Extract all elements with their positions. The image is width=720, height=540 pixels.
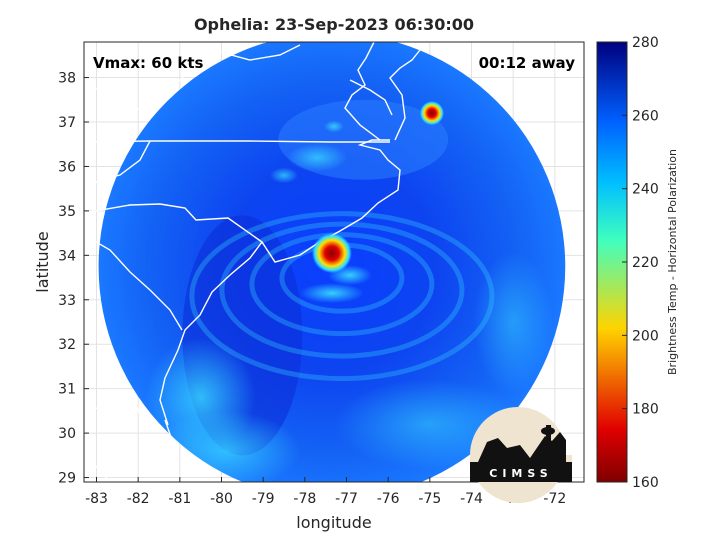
coastlines bbox=[84, 42, 426, 482]
x-tick-label: -75 bbox=[418, 491, 441, 507]
hot-spots bbox=[311, 101, 444, 274]
y-tick-label: 36 bbox=[58, 159, 76, 175]
colorbar-ticks: 160 180 200 220 240 260 280 bbox=[622, 35, 659, 491]
colorbar-tick-label: 160 bbox=[632, 475, 659, 491]
x-tick-label: -74 bbox=[460, 491, 483, 507]
swath-detail bbox=[145, 99, 554, 482]
logo-text: CIMSS bbox=[489, 467, 552, 480]
x-axis-label: longitude bbox=[296, 513, 371, 532]
x-tick-label: -72 bbox=[543, 491, 566, 507]
x-tick-label: -78 bbox=[293, 491, 316, 507]
x-tick-label: -83 bbox=[85, 491, 108, 507]
time-away-annotation: 00:12 away bbox=[479, 54, 576, 72]
y-tick-label: 30 bbox=[58, 426, 76, 442]
y-tick-label: 38 bbox=[58, 71, 76, 87]
colorbar-label: Brightness Temp - Horizontal Polarizatio… bbox=[666, 149, 679, 375]
y-tick-label: 32 bbox=[58, 337, 76, 353]
colorbar-tick-label: 200 bbox=[632, 328, 659, 344]
x-tick-label: -77 bbox=[335, 491, 358, 507]
hot-spot bbox=[419, 101, 444, 126]
colorbar-tick-label: 280 bbox=[632, 35, 659, 51]
chart-title: Ophelia: 23-Sep-2023 06:30:00 bbox=[194, 15, 474, 34]
colorbar-tick-label: 240 bbox=[632, 182, 659, 198]
colorbar-tick-label: 220 bbox=[632, 255, 659, 271]
hot-spot bbox=[311, 233, 352, 274]
x-tick-label: -80 bbox=[210, 491, 233, 507]
y-tick-label: 33 bbox=[58, 293, 76, 309]
cimss-logo: CIMSS bbox=[470, 407, 572, 503]
y-tick-label: 31 bbox=[58, 382, 76, 398]
colorbar-tick-label: 180 bbox=[632, 402, 659, 418]
y-axis-label: latitude bbox=[33, 231, 52, 292]
y-axis-ticks: 29 30 31 32 33 34 35 36 37 38 bbox=[58, 71, 89, 487]
x-tick-label: -79 bbox=[252, 491, 275, 507]
colorbar-tick-label: 260 bbox=[632, 108, 659, 124]
axes-box bbox=[83, 41, 585, 483]
y-tick-label: 35 bbox=[58, 204, 76, 220]
vmax-annotation: Vmax: 60 kts bbox=[93, 54, 203, 72]
y-tick-label: 34 bbox=[58, 248, 76, 264]
x-tick-label: -76 bbox=[377, 491, 400, 507]
x-tick-label: -82 bbox=[127, 491, 150, 507]
y-tick-label: 37 bbox=[58, 115, 76, 131]
y-tick-label: 29 bbox=[58, 471, 76, 487]
x-tick-label: -81 bbox=[168, 491, 191, 507]
